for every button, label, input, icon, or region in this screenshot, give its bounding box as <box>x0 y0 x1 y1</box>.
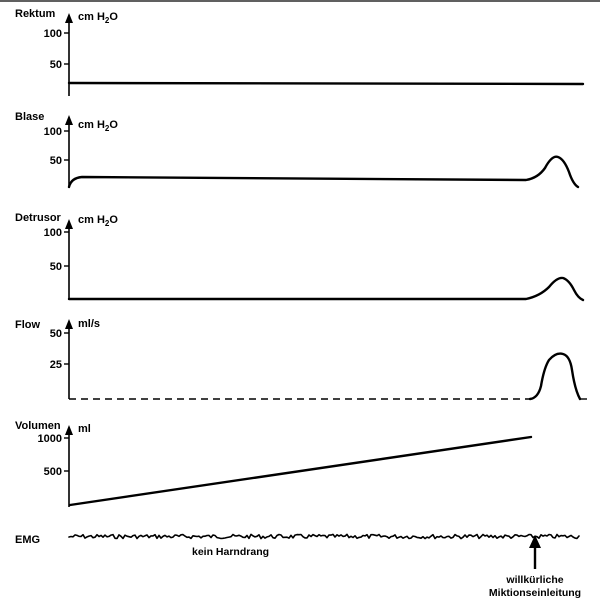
unit-volumen: ml <box>78 423 91 435</box>
panel-volumen: Volumen ml 1000 500 <box>15 420 533 507</box>
arrow-up-icon <box>65 319 73 329</box>
panel-rektum: Rektum cm H2O 100 50 <box>15 8 585 96</box>
tick-label-25: 25 <box>50 359 62 371</box>
arrow-up-icon <box>529 535 541 548</box>
panel-flow: Flow ml/s 50 25 <box>15 318 590 401</box>
arrow-up-icon <box>65 219 73 229</box>
tick-label-1000: 1000 <box>38 433 62 445</box>
trace-emg <box>68 533 580 540</box>
panel-label-volumen: Volumen <box>15 420 61 432</box>
panel-blase: Blase cm H2O 100 50 <box>15 111 580 189</box>
trace-detrusor <box>67 276 585 302</box>
arrow-up-icon <box>65 425 73 435</box>
tick-label-50: 50 <box>50 261 62 273</box>
annotation-voluntary-line1: willkürliche <box>505 574 563 586</box>
unit-flow: ml/s <box>78 318 100 330</box>
tick-label-100: 100 <box>44 28 62 40</box>
panel-detrusor: Detrusor cm H2O 100 50 <box>15 212 585 302</box>
tick-label-50: 50 <box>50 155 62 167</box>
tick-label-500: 500 <box>44 466 62 478</box>
unit-rektum: cm H2O <box>78 11 118 25</box>
tick-label-50: 50 <box>50 59 62 71</box>
panel-label-rektum: Rektum <box>15 8 56 20</box>
tick-label-100: 100 <box>44 126 62 138</box>
trace-volumen <box>68 435 533 507</box>
trace-blase <box>67 155 580 189</box>
tick-label-50: 50 <box>50 328 62 340</box>
panel-label-emg: EMG <box>15 534 40 546</box>
annotation-no-urge: kein Harndrang <box>192 546 269 558</box>
trace-rektum <box>67 81 585 86</box>
panel-label-blase: Blase <box>15 111 44 123</box>
annotation-voluntary-line2: Miktionseinleitung <box>489 587 581 599</box>
tick-label-100: 100 <box>44 227 62 239</box>
panel-label-flow: Flow <box>15 319 40 331</box>
trace-flow <box>528 352 582 401</box>
unit-blase: cm H2O <box>78 119 118 133</box>
arrow-up-icon <box>65 13 73 23</box>
unit-detrusor: cm H2O <box>78 214 118 228</box>
panel-emg: EMG kein Harndrang willkürliche Miktions… <box>15 533 581 599</box>
arrow-up-icon <box>65 115 73 125</box>
panel-label-detrusor: Detrusor <box>15 212 62 224</box>
